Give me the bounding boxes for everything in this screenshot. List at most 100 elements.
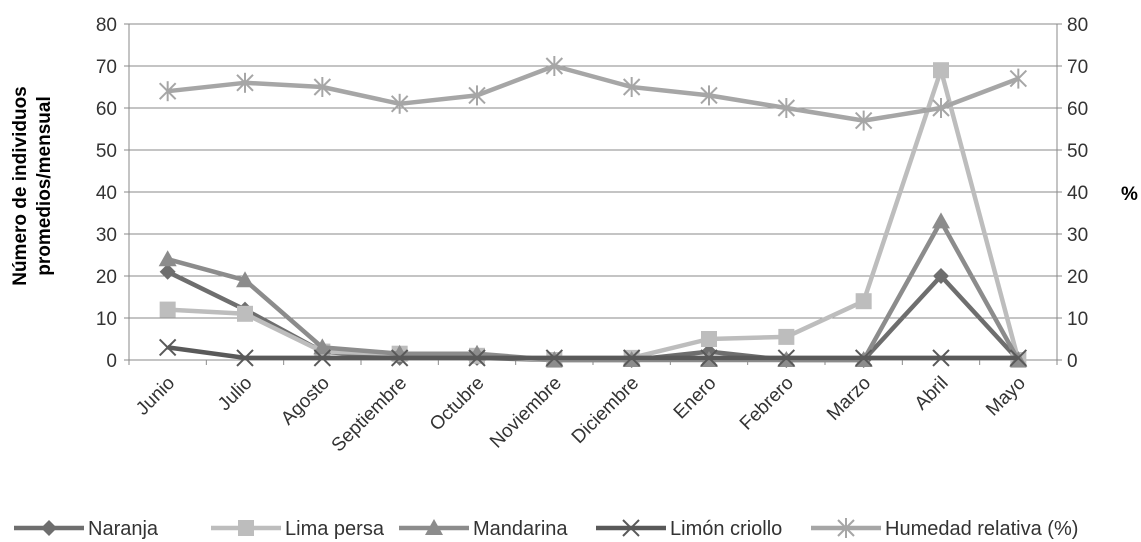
legend-item: Lima persa [211,518,385,540]
marker-star [837,518,855,538]
x-tick-label: Diciembre [568,373,643,448]
series-line [167,63,1020,123]
marker-star [313,77,332,97]
marker-triangle [932,212,950,229]
marker-x-stroke [777,349,796,367]
marker-x [236,349,254,367]
x-tick-label: Octubre [426,373,489,436]
left-axis-ticks: 0 10 20 30 40 50 60 70 80 [96,15,129,372]
marker-star [158,81,177,102]
marker-square [855,293,872,310]
marker-triangle [425,519,443,535]
x-tick-label: Agosto [277,373,334,430]
x-tick-label: Febrero [736,373,798,435]
legend: Naranja Lima persa Mandarina Limón criollo H… [14,518,1078,540]
marker-square [778,328,795,345]
marker-triangle [236,271,254,288]
marker-square [237,305,253,322]
series-line [167,345,1019,361]
marker-x [854,349,873,367]
marker-x [1009,349,1028,367]
y-tick-label: 80 [96,15,117,36]
y2-tick-label: 70 [1067,57,1088,78]
marker-triangle [313,338,332,355]
marker-star [932,98,950,118]
series-humedad-relativa [158,56,1028,131]
gridlines [129,23,1057,319]
series-lines [158,56,1028,368]
marker-square [933,62,949,79]
y2-tick-label: 50 [1067,141,1088,162]
right-axis-ticks: 0 10 20 30 40 50 60 70 80 [1057,15,1088,372]
marker-x-stroke [313,349,332,367]
marker-star [236,72,254,93]
x-tick-label: Julio [214,373,256,415]
marker-x-stroke [390,349,409,367]
legend-item: Naranja [14,518,159,540]
marker-star [468,85,486,106]
marker-x-stroke [545,349,564,367]
series-line [167,67,1021,363]
y-tick-label: 20 [96,267,117,288]
marker-star [622,77,641,97]
series-lim-n-criollo [158,338,1028,367]
marker-x [468,349,486,367]
y-axis-label-line-1: Número de individuos [10,86,31,286]
y2-tick-label: 60 [1067,99,1088,120]
marker-star [777,98,796,118]
y2-tick-label: 10 [1067,309,1088,330]
y-tick-label: 50 [96,141,117,162]
y-tick-label: 70 [96,57,117,78]
legend-label: Naranja [88,518,159,540]
marker-x [545,349,564,367]
legend-label: Mandarina [473,518,568,540]
marker-diamond [41,520,57,536]
marker-x [622,349,641,367]
y-tick-label: 0 [106,351,117,372]
x-tick-label: Marzo [823,373,875,425]
marker-star [1009,68,1028,89]
marker-star [854,110,873,131]
legend-label: Humedad relativa (%) [885,518,1078,540]
series-naranja [159,263,1027,368]
marker-star [700,85,718,106]
x-tick-label: Septiembre [328,373,412,457]
legend-item: Mandarina [399,518,568,540]
marker-x-stroke [622,519,640,537]
y-axis-label-line-2: promedios/mensual [34,96,55,276]
marker-x-stroke [854,349,873,367]
marker-x-stroke [1009,349,1028,367]
marker-x-stroke [158,338,177,357]
y2-tick-label: 80 [1067,15,1088,36]
marker-diamond [933,268,949,284]
y-tick-label: 40 [96,183,117,204]
x-tick-label: Enero [670,373,721,424]
y2-tick-label: 30 [1067,225,1088,246]
marker-square [159,301,176,318]
right-axis-label: % [1121,184,1138,205]
marker-star [545,56,564,76]
marker-x [158,338,177,357]
x-tick-label: Junio [132,373,179,420]
x-tick-label: Noviembre [486,373,566,453]
legend-label: Lima persa [285,518,385,540]
marker-x [622,519,640,537]
marker-square [701,331,717,347]
y-tick-label: 30 [96,225,117,246]
marker-x [700,349,718,367]
legend-item: Humedad relativa (%) [811,518,1078,540]
y2-tick-label: 0 [1067,351,1078,372]
marker-x-stroke [700,349,718,367]
marker-diamond [159,263,176,280]
marker-x [932,349,950,367]
marker-x-stroke [236,349,254,367]
x-tick-label: Abril [911,373,953,415]
marker-x-stroke [622,349,641,367]
y2-tick-label: 40 [1067,183,1088,204]
legend-label: Limón criollo [670,518,782,540]
marker-x-stroke [468,349,486,367]
x-tick-label: Mayo [982,373,1030,421]
y-tick-label: 10 [96,309,117,330]
